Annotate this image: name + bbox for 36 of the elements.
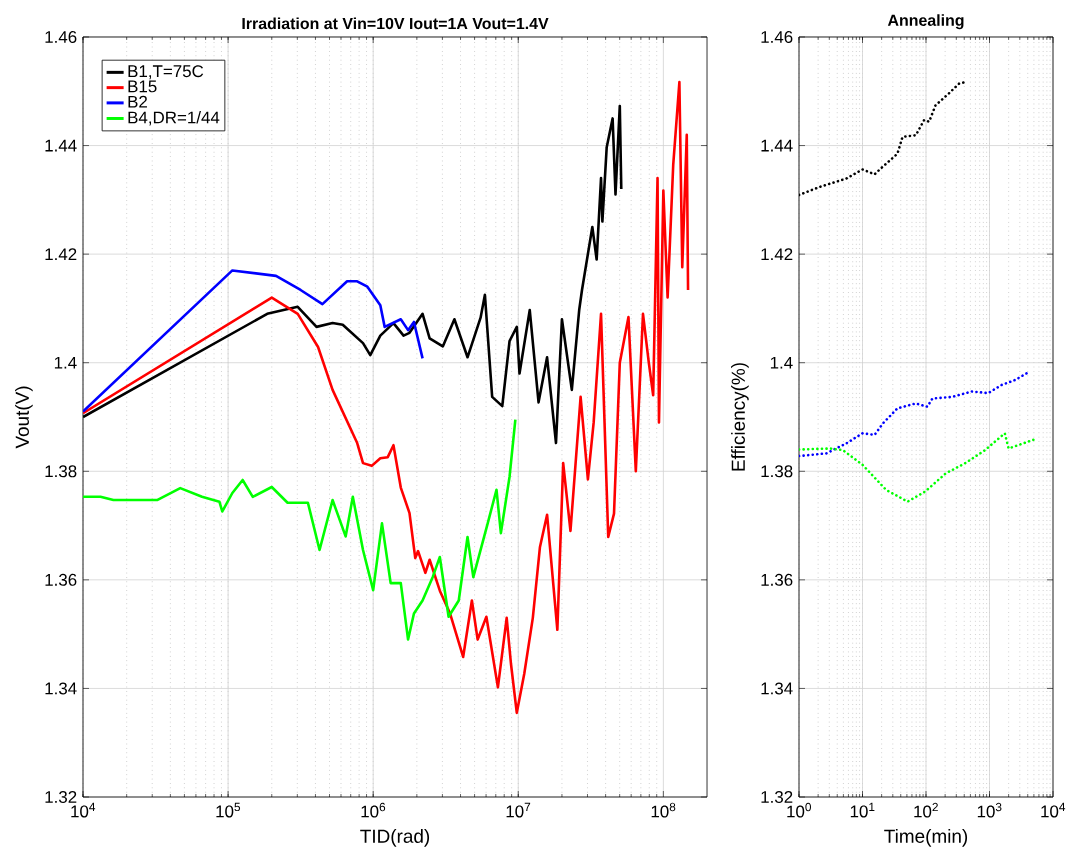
y-tick-label: 1.4: [54, 356, 77, 369]
chart-title: Annealing: [887, 14, 964, 30]
y-tick-label: 1.44: [761, 139, 793, 152]
y-axis-title: Efficiency(%): [731, 363, 749, 471]
x-tick-label: 10$^{0}$: [787, 802, 812, 818]
y-tick-label: 1.44: [45, 139, 77, 152]
y-tick-label: 1.32: [761, 791, 793, 803]
x-axis-title: Time(min): [884, 829, 968, 847]
x-tick-label: 10$^{8}$: [651, 802, 676, 818]
legend-label: B4,DR=1/44: [128, 111, 220, 126]
y-tick-label: 1.36: [45, 573, 77, 586]
y-tick-label: 1.34: [761, 682, 793, 695]
y-tick-label: 1.36: [761, 573, 793, 586]
x-tick-label: 10$^{3}$: [977, 802, 1002, 818]
y-tick-label: 1.42: [45, 248, 77, 261]
y-tick-label: 1.38: [761, 465, 793, 478]
x-tick-label: 10$^{2}$: [914, 802, 938, 818]
legend-label: B1,T=75C: [128, 65, 204, 80]
x-axis-title: TID(rad): [360, 829, 430, 847]
x-tick-label: 10$^{4}$: [1041, 802, 1066, 818]
y-tick-label: 1.46: [761, 30, 793, 43]
x-tick-label: 10$^{6}$: [361, 802, 386, 818]
y-tick-label: 1.42: [761, 248, 793, 261]
y-tick-label: 1.34: [45, 682, 77, 695]
y-axis-title: Vout(V): [15, 386, 33, 449]
x-tick-label: 10$^{7}$: [506, 802, 531, 818]
y-tick-label: 1.32: [45, 791, 77, 803]
y-tick-label: 1.4: [770, 356, 793, 369]
x-tick-label: 10$^{5}$: [216, 802, 241, 818]
x-tick-label: 10$^{1}$: [850, 802, 875, 818]
chart-title: Irradiation at Vin=10V Iout=1A Vout=1.4V: [242, 17, 549, 30]
x-tick-label: 10$^{4}$: [71, 802, 96, 818]
legend-label: B15: [128, 80, 157, 93]
y-tick-label: 1.38: [45, 465, 77, 478]
y-tick-label: 1.46: [45, 30, 77, 43]
legend-label: B2: [128, 95, 147, 108]
